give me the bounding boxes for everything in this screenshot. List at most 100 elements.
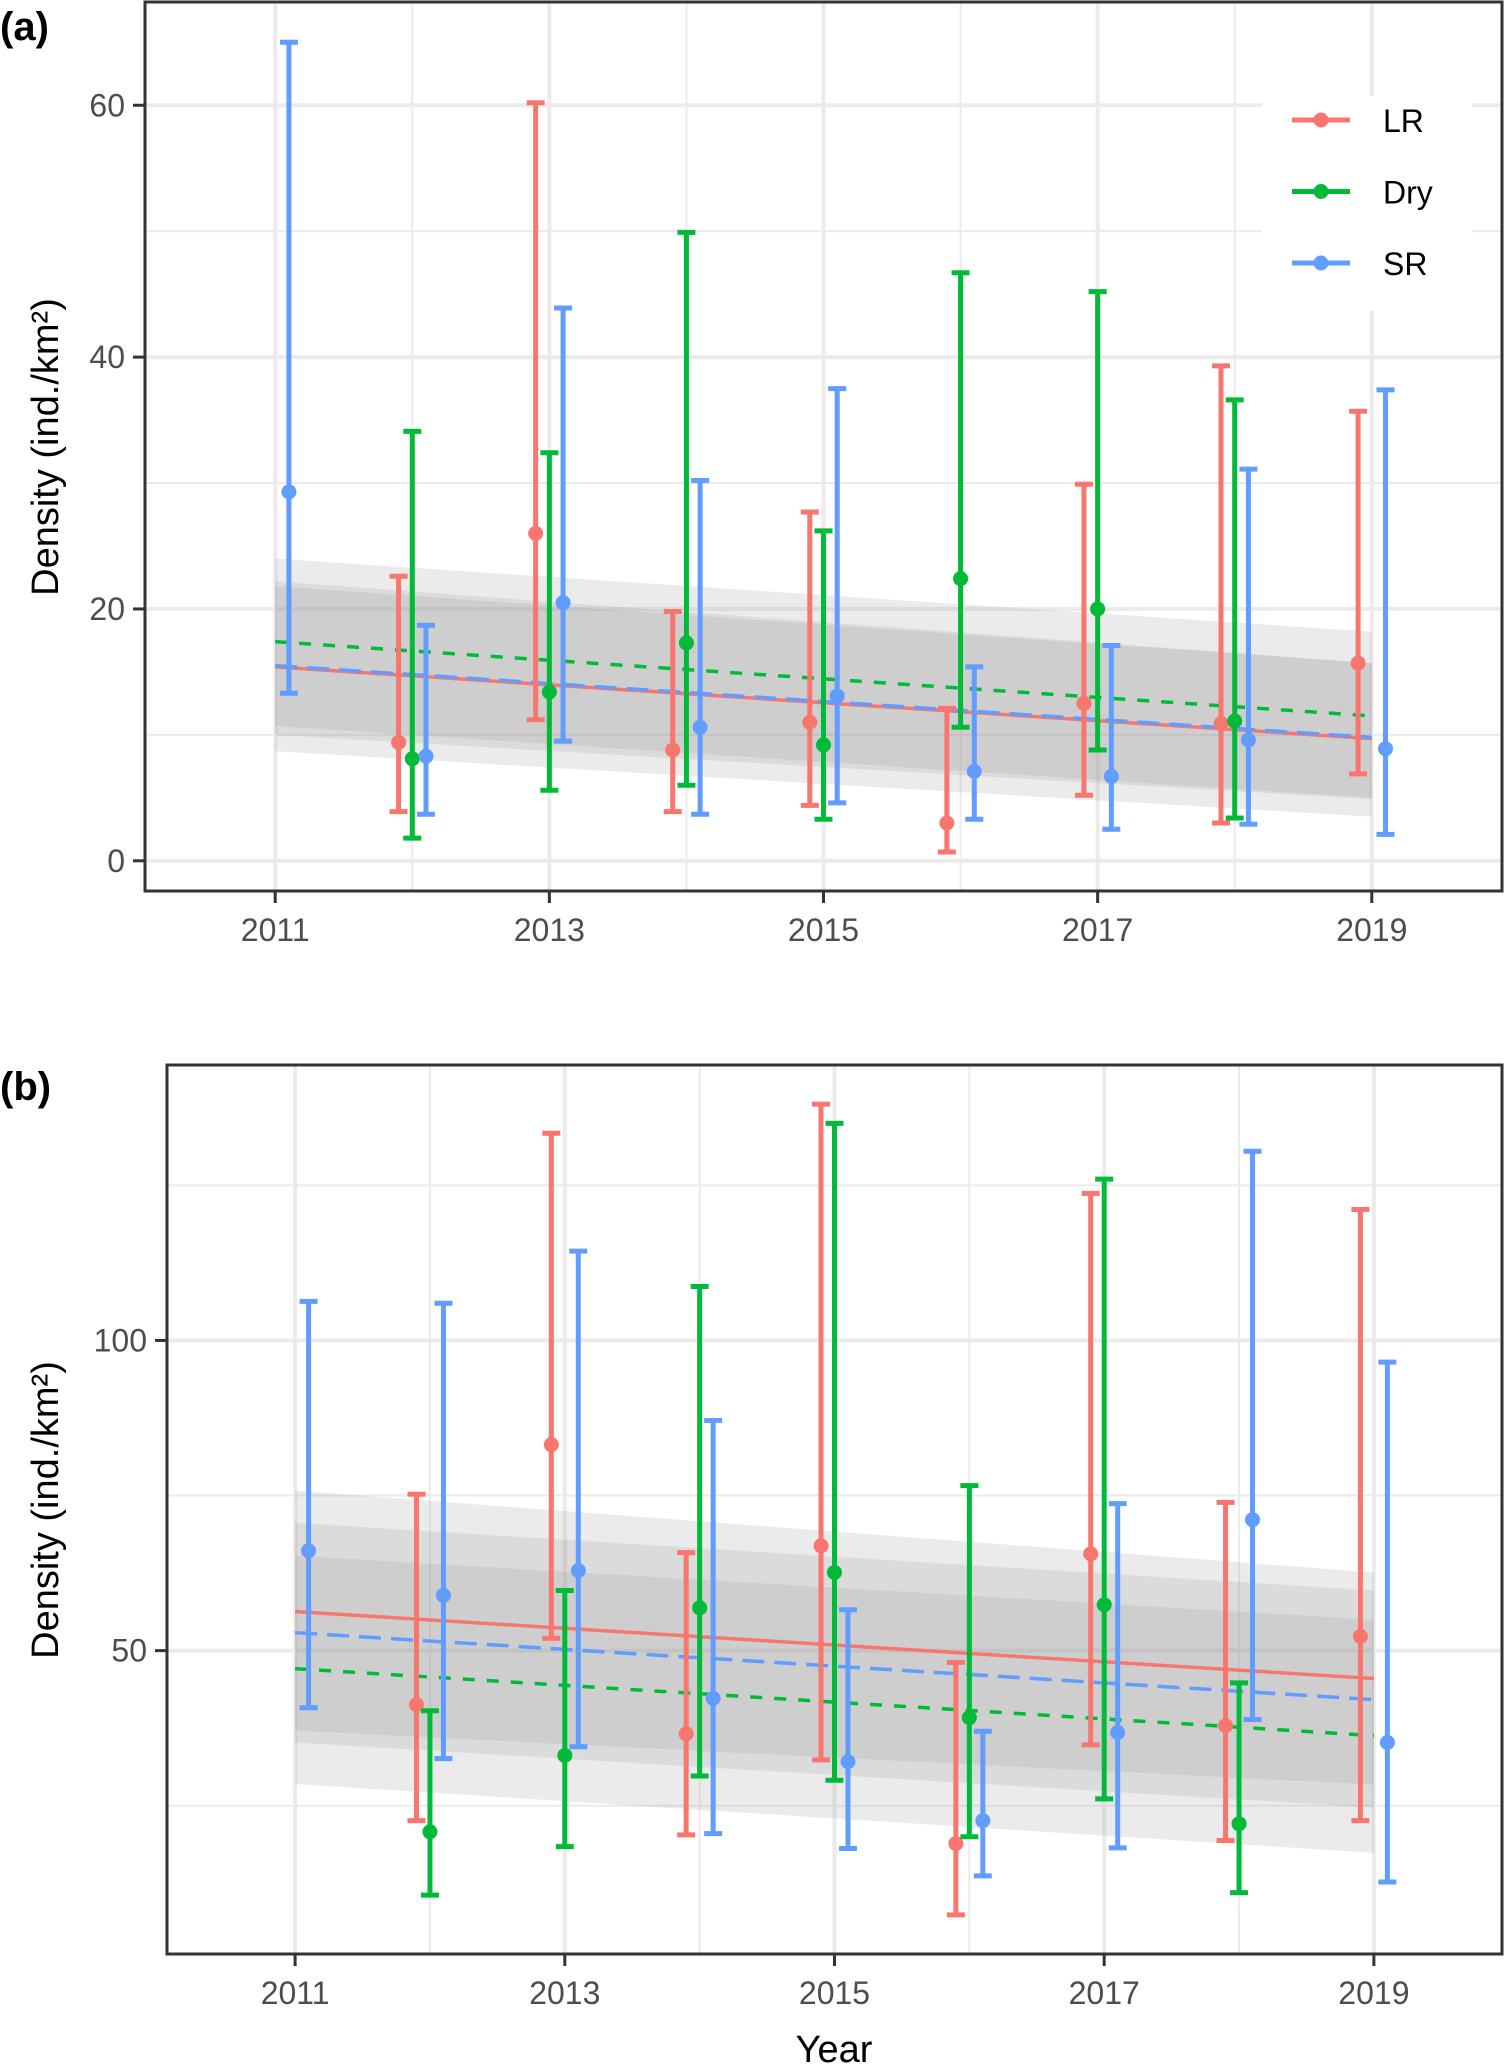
data-point (528, 525, 544, 541)
data-point (404, 751, 420, 767)
data-point (665, 742, 681, 758)
legend-label: SR (1383, 246, 1427, 282)
data-point (1379, 1734, 1395, 1750)
y-tick-label: 100 (94, 1322, 147, 1358)
errorbar-lr-2015 (800, 509, 819, 808)
y-tick-label: 40 (89, 339, 125, 375)
data-point (391, 734, 407, 750)
panel-a: (a) 0 20 40 60 2011 2013 2015 2017 2019 Density … (0, 0, 1504, 948)
data-point (1350, 655, 1366, 671)
errorbar-lr-2017 (1074, 481, 1093, 798)
errorbar-dry-2015 (814, 528, 833, 822)
data-point (555, 595, 571, 611)
legend-item-dry: Dry (1292, 175, 1433, 211)
data-point (543, 1437, 559, 1453)
errorbar-dry-2016 (951, 270, 970, 730)
errorbar-lr-2018 (1216, 1499, 1235, 1843)
legend-key-point (1313, 255, 1329, 271)
errorbar-sr-2018 (1243, 1148, 1262, 1722)
errorbar-lr-2016 (946, 1659, 965, 1918)
legend-item-lr: LR (1292, 103, 1424, 139)
x-tick-label: 2011 (241, 912, 310, 948)
data-point (948, 1836, 964, 1852)
x-tick-label: 2013 (529, 1975, 600, 2011)
errorbar-dry-2017 (1088, 289, 1107, 753)
data-point (813, 1538, 829, 1554)
errorbar-dry-2013 (540, 450, 559, 793)
panel-a-label: (a) (0, 5, 49, 49)
data-point (802, 714, 818, 730)
data-point (418, 748, 434, 764)
trend-line-dry (275, 639, 1372, 718)
panel-a-axes: 0 20 40 60 2011 2013 2015 2017 2019 (89, 0, 1504, 948)
panel-b: (b) 50 100 2011 2013 2015 2017 2019 Density (i… (0, 1063, 1504, 2067)
data-point (281, 484, 297, 500)
errorbar-dry-2012 (420, 1708, 439, 1898)
errorbar-sr-2017 (1108, 1501, 1127, 1851)
data-point (1076, 695, 1092, 711)
errorbar-sr-2016 (965, 664, 984, 822)
errorbar-sr-2018 (1239, 466, 1258, 827)
errorbar-dry-2013 (555, 1587, 574, 1850)
legend: LR Dry SR (1262, 96, 1472, 311)
legend-background (1262, 96, 1472, 311)
x-axis-title: Year (796, 2029, 873, 2067)
errorbar-sr-2012 (434, 1300, 453, 1762)
legend-label: Dry (1383, 175, 1433, 211)
data-point (1227, 713, 1243, 729)
x-tick-label: 2019 (1336, 912, 1407, 948)
data-point (541, 684, 557, 700)
legend-key-point (1313, 184, 1329, 199)
data-point (678, 635, 694, 651)
errorbar-lr-2019 (1349, 408, 1368, 777)
data-point (570, 1563, 586, 1579)
data-point (827, 1564, 842, 1580)
errorbar-lr-2016 (937, 705, 956, 855)
data-point (939, 815, 955, 831)
data-point (1110, 1725, 1126, 1741)
x-tick-label: 2017 (1069, 1975, 1140, 2011)
errorbar-sr-2014 (691, 477, 710, 817)
errorbar-dry-2014 (690, 1283, 709, 1779)
data-point (1231, 1816, 1247, 1832)
errorbar-sr-2012 (416, 622, 435, 817)
errorbar-sr-2019 (1378, 1359, 1397, 1885)
data-point (692, 719, 708, 735)
panel-a-y-title: Density (ind./km²) (25, 298, 67, 596)
data-point (692, 1600, 708, 1616)
legend-key-point (1313, 112, 1329, 128)
data-point (975, 1813, 991, 1829)
panel-b-y-title: Density (ind./km²) (25, 1361, 67, 1659)
x-tick-label: 2017 (1062, 912, 1133, 948)
errorbar-dry-2012 (403, 428, 422, 841)
errorbar-sr-2015 (838, 1607, 857, 1852)
data-point (1103, 768, 1119, 784)
data-point (435, 1587, 451, 1603)
errorbar-sr-2019 (1376, 387, 1395, 837)
data-point (1240, 732, 1256, 748)
data-point (705, 1690, 721, 1706)
x-tick-label: 2011 (261, 1975, 330, 2011)
errorbar-lr-2012 (407, 1491, 426, 1824)
legend-label: LR (1383, 103, 1424, 139)
errorbar-dry-2015 (825, 1120, 844, 1783)
errorbar-lr-2013 (526, 100, 545, 723)
data-point (961, 1710, 977, 1726)
errorbar-lr-2014 (677, 1550, 696, 1838)
errorbar-sr-2013 (569, 1248, 588, 1750)
data-point (1352, 1628, 1368, 1644)
errorbar-sr-2017 (1102, 642, 1121, 832)
y-tick-label: 20 (89, 591, 125, 627)
errorbar-lr-2019 (1351, 1207, 1370, 1824)
y-tick-label: 60 (89, 87, 125, 123)
data-point (557, 1747, 573, 1763)
trend-line-sr (294, 1630, 1375, 1702)
errorbar-dry-2016 (960, 1483, 979, 1840)
errorbar-sr-2011 (299, 1298, 318, 1711)
data-point (953, 571, 969, 587)
data-point (422, 1824, 438, 1840)
panel-b-label: (b) (0, 1065, 51, 1109)
x-tick-label: 2015 (788, 912, 859, 948)
data-point (1377, 741, 1393, 757)
